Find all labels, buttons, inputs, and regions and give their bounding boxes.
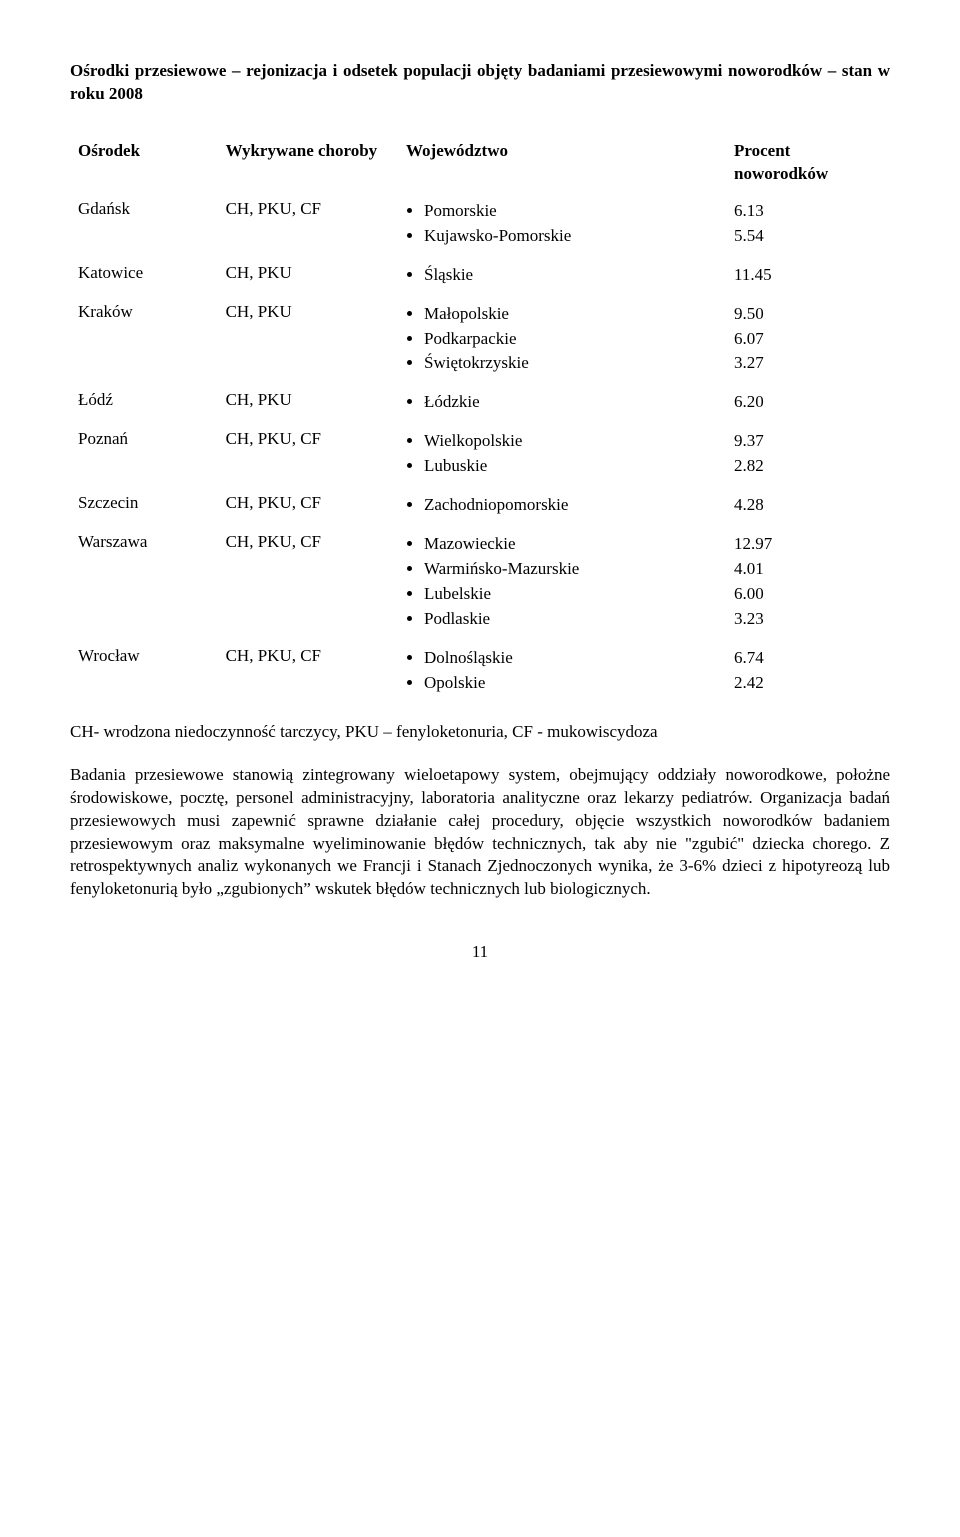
header-percent: Procent noworodków xyxy=(726,134,890,192)
region-item: Lubelskie xyxy=(424,583,718,606)
percent-item: 6.13 xyxy=(734,200,882,223)
region-item: Kujawsko-Pomorskie xyxy=(424,225,718,248)
cell-regions: Wielkopolskie Lubuskie xyxy=(398,422,726,486)
table-row: Poznań CH, PKU, CF Wielkopolskie Lubuski… xyxy=(70,422,890,486)
cell-diseases: CH, PKU, CF xyxy=(218,422,398,486)
cell-center: Szczecin xyxy=(70,486,218,525)
percent-item: 11.45 xyxy=(734,264,882,287)
page-number: 11 xyxy=(70,941,890,964)
body-paragraph: Badania przesiewowe stanowią zintegrowan… xyxy=(70,764,890,902)
region-item: Podkarpackie xyxy=(424,328,718,351)
cell-percents: 9.37 2.82 xyxy=(726,422,890,486)
cell-center: Wrocław xyxy=(70,639,218,703)
percent-item: 2.42 xyxy=(734,672,882,695)
percent-item: 6.20 xyxy=(734,391,882,414)
region-item: Podlaskie xyxy=(424,608,718,631)
document-title: Ośrodki przesiewowe – rejonizacja i odse… xyxy=(70,60,890,106)
table-row: Gdańsk CH, PKU, CF Pomorskie Kujawsko-Po… xyxy=(70,192,890,256)
cell-percents: 6.20 xyxy=(726,383,890,422)
percent-item: 3.23 xyxy=(734,608,882,631)
percent-item: 4.28 xyxy=(734,494,882,517)
cell-diseases: CH, PKU xyxy=(218,295,398,384)
region-item: Warmińsko-Mazurskie xyxy=(424,558,718,581)
percent-item: 2.82 xyxy=(734,455,882,478)
region-item: Świętokrzyskie xyxy=(424,352,718,375)
region-item: Małopolskie xyxy=(424,303,718,326)
percent-item: 6.00 xyxy=(734,583,882,606)
table-row: Kraków CH, PKU Małopolskie Podkarpackie … xyxy=(70,295,890,384)
table-row: Katowice CH, PKU Śląskie 11.45 xyxy=(70,256,890,295)
table-row: Łódź CH, PKU Łódzkie 6.20 xyxy=(70,383,890,422)
table-footnote: CH- wrodzona niedoczynność tarczycy, PKU… xyxy=(70,721,890,744)
cell-diseases: CH, PKU xyxy=(218,383,398,422)
cell-center: Kraków xyxy=(70,295,218,384)
cell-center: Warszawa xyxy=(70,525,218,639)
cell-regions: Zachodniopomorskie xyxy=(398,486,726,525)
table-row: Warszawa CH, PKU, CF Mazowieckie Warmińs… xyxy=(70,525,890,639)
region-item: Pomorskie xyxy=(424,200,718,223)
region-item: Śląskie xyxy=(424,264,718,287)
cell-percents: 9.50 6.07 3.27 xyxy=(726,295,890,384)
cell-center: Łódź xyxy=(70,383,218,422)
cell-regions: Mazowieckie Warmińsko-Mazurskie Lubelski… xyxy=(398,525,726,639)
cell-percents: 6.74 2.42 xyxy=(726,639,890,703)
percent-item: 12.97 xyxy=(734,533,882,556)
cell-diseases: CH, PKU, CF xyxy=(218,639,398,703)
region-item: Wielkopolskie xyxy=(424,430,718,453)
header-region: Województwo xyxy=(398,134,726,192)
region-item: Dolnośląskie xyxy=(424,647,718,670)
percent-item: 9.50 xyxy=(734,303,882,326)
cell-regions: Małopolskie Podkarpackie Świętokrzyskie xyxy=(398,295,726,384)
cell-regions: Pomorskie Kujawsko-Pomorskie xyxy=(398,192,726,256)
cell-percents: 4.28 xyxy=(726,486,890,525)
cell-regions: Śląskie xyxy=(398,256,726,295)
region-item: Lubuskie xyxy=(424,455,718,478)
percent-item: 5.54 xyxy=(734,225,882,248)
cell-percents: 11.45 xyxy=(726,256,890,295)
cell-regions: Łódzkie xyxy=(398,383,726,422)
table-row: Wrocław CH, PKU, CF Dolnośląskie Opolski… xyxy=(70,639,890,703)
percent-item: 6.07 xyxy=(734,328,882,351)
cell-center: Gdańsk xyxy=(70,192,218,256)
header-center: Ośrodek xyxy=(70,134,218,192)
screening-table: Ośrodek Wykrywane choroby Województwo Pr… xyxy=(70,134,890,703)
percent-item: 9.37 xyxy=(734,430,882,453)
cell-percents: 12.97 4.01 6.00 3.23 xyxy=(726,525,890,639)
cell-center: Poznań xyxy=(70,422,218,486)
percent-item: 4.01 xyxy=(734,558,882,581)
cell-center: Katowice xyxy=(70,256,218,295)
header-diseases: Wykrywane choroby xyxy=(218,134,398,192)
region-item: Mazowieckie xyxy=(424,533,718,556)
cell-diseases: CH, PKU xyxy=(218,256,398,295)
percent-item: 6.74 xyxy=(734,647,882,670)
percent-item: 3.27 xyxy=(734,352,882,375)
cell-regions: Dolnośląskie Opolskie xyxy=(398,639,726,703)
region-item: Opolskie xyxy=(424,672,718,695)
cell-diseases: CH, PKU, CF xyxy=(218,525,398,639)
cell-percents: 6.13 5.54 xyxy=(726,192,890,256)
region-item: Łódzkie xyxy=(424,391,718,414)
region-item: Zachodniopomorskie xyxy=(424,494,718,517)
table-row: Szczecin CH, PKU, CF Zachodniopomorskie … xyxy=(70,486,890,525)
cell-diseases: CH, PKU, CF xyxy=(218,486,398,525)
cell-diseases: CH, PKU, CF xyxy=(218,192,398,256)
